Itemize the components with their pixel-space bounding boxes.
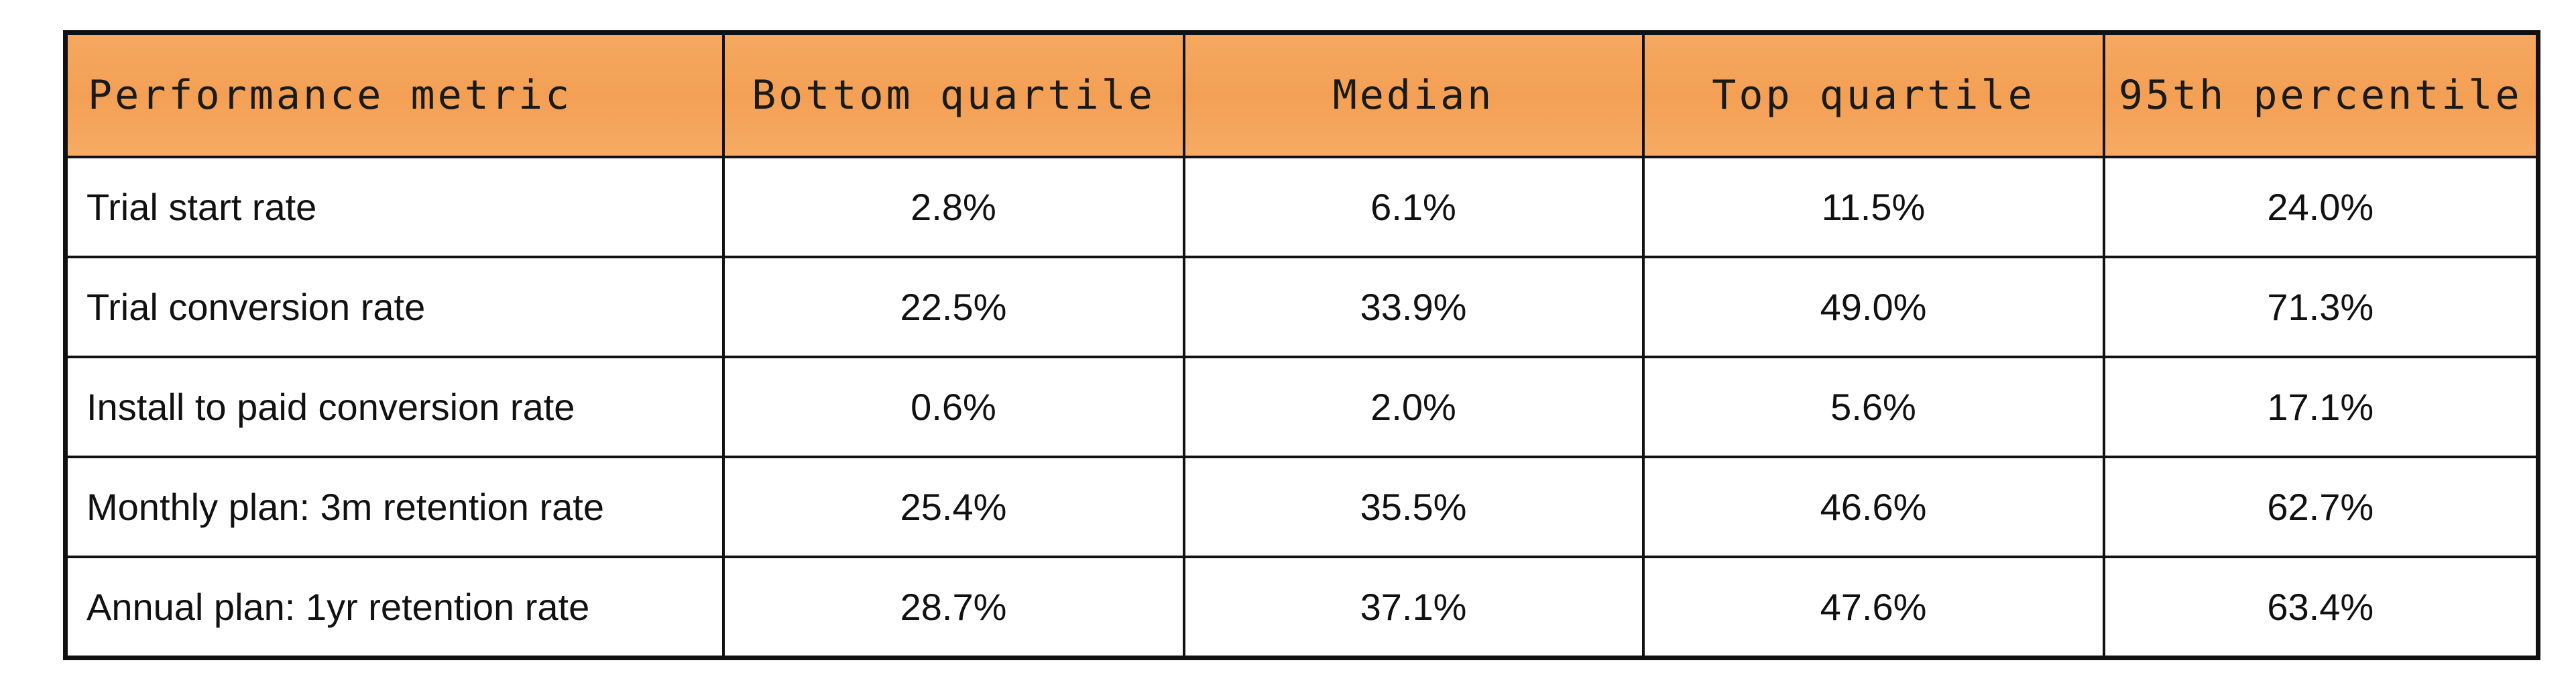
metric-value: 62.7% xyxy=(2102,456,2540,558)
table-row: Trial start rate 2.8% 6.1% 11.5% 24.0% xyxy=(64,156,2540,258)
table-body: Trial start rate 2.8% 6.1% 11.5% 24.0% Trial … xyxy=(64,156,2540,660)
metric-value: 33.9% xyxy=(1182,256,1645,358)
metric-value: 11.5% xyxy=(1641,156,2105,258)
metric-name: Monthly plan: 3m retention rate xyxy=(64,456,725,558)
metric-value: 2.8% xyxy=(721,156,1185,258)
table-row: Monthly plan: 3m retention rate 25.4% 35.5… xyxy=(64,456,2540,558)
metric-value: 0.6% xyxy=(721,356,1185,458)
metric-value: 6.1% xyxy=(1182,156,1645,258)
metric-value: 63.4% xyxy=(2102,556,2540,660)
metric-value: 49.0% xyxy=(1641,256,2105,358)
metric-value: 28.7% xyxy=(721,556,1185,660)
table-row: Install to paid conversion rate 0.6% 2.0% 5… xyxy=(64,356,2540,458)
metric-value: 5.6% xyxy=(1641,356,2105,458)
metric-value: 35.5% xyxy=(1182,456,1645,558)
header-cell: 95th percentile xyxy=(2102,31,2540,158)
metric-value: 25.4% xyxy=(721,456,1185,558)
metric-name: Annual plan: 1yr retention rate xyxy=(64,556,725,660)
header-cell: Performance metric xyxy=(64,31,725,158)
metric-value: 17.1% xyxy=(2102,356,2540,458)
metric-value: 71.3% xyxy=(2102,256,2540,358)
metric-value: 47.6% xyxy=(1641,556,2105,660)
table-row: Annual plan: 1yr retention rate 28.7% 37.1… xyxy=(64,556,2540,660)
metric-value: 22.5% xyxy=(721,256,1185,358)
header-cell: Bottom quartile xyxy=(721,31,1185,158)
metric-name: Trial conversion rate xyxy=(64,256,725,358)
metric-value: 2.0% xyxy=(1182,356,1645,458)
metric-name: Install to paid conversion rate xyxy=(64,356,725,458)
table-row: Trial conversion rate 22.5% 33.9% 49.0% 71.3… xyxy=(64,256,2540,358)
metric-value: 37.1% xyxy=(1182,556,1645,660)
benchmark-table: Performance metric Bottom quartile Median T… xyxy=(63,30,2540,660)
metric-value: 46.6% xyxy=(1641,456,2105,558)
header-cell: Top quartile xyxy=(1641,31,2105,158)
header-cell: Median xyxy=(1182,31,1645,158)
metric-name: Trial start rate xyxy=(64,156,725,258)
metric-value: 24.0% xyxy=(2102,156,2540,258)
header-row: Performance metric Bottom quartile Median T… xyxy=(64,31,2540,158)
